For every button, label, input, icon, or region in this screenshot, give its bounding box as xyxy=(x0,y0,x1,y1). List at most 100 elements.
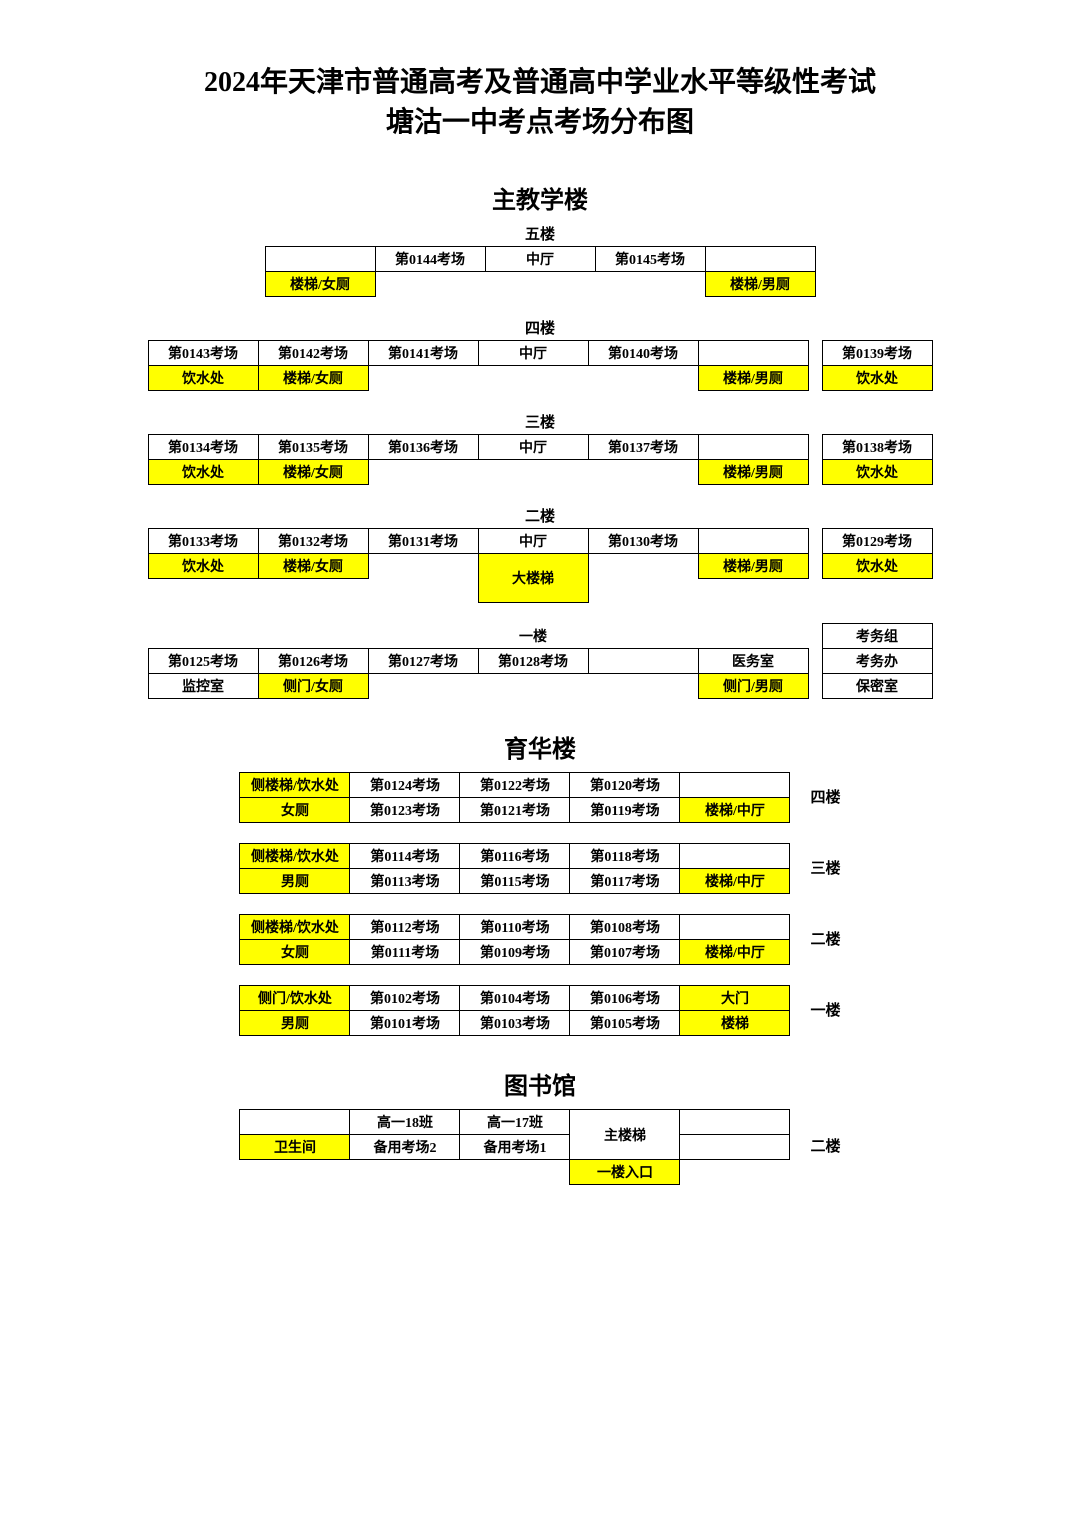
cell: 第0138考场 xyxy=(822,435,932,460)
cell-door: 侧门/女厕 xyxy=(258,674,368,699)
floor5-table: 第0144考场 中厅 第0145考场 楼梯/女厕 楼梯/男厕 xyxy=(265,246,816,297)
cell: 第0133考场 xyxy=(148,529,258,554)
cell: 第0131考场 xyxy=(368,529,478,554)
floor-side-label: 二楼 xyxy=(790,916,840,964)
cell: 男厕 xyxy=(240,869,350,894)
cell: 第0115考场 xyxy=(460,869,570,894)
cell-water: 饮水处 xyxy=(822,460,932,485)
cell: 第0110考场 xyxy=(460,915,570,940)
cell: 第0107考场 xyxy=(570,940,680,965)
cell: 中厅 xyxy=(478,435,588,460)
cell: 备用考场1 xyxy=(460,1135,570,1160)
floor-label: 三楼 xyxy=(100,411,980,432)
cell-stair: 楼梯/女厕 xyxy=(258,554,368,579)
cell: 楼梯/中厅 xyxy=(680,798,790,823)
floor-side-label: 三楼 xyxy=(790,845,840,893)
cell: 第0106考场 xyxy=(570,986,680,1011)
cell: 第0137考场 xyxy=(588,435,698,460)
cell: 第0122考场 xyxy=(460,773,570,798)
cell: 监控室 xyxy=(148,674,258,699)
cell-stair: 楼梯/女厕 xyxy=(258,366,368,391)
floor-side-label: 二楼 xyxy=(790,1123,840,1171)
cell: 第0109考场 xyxy=(460,940,570,965)
cell: 第0101考场 xyxy=(350,1011,460,1036)
cell-water: 饮水处 xyxy=(148,554,258,579)
cell: 高一17班 xyxy=(460,1110,570,1135)
cell: 楼梯/中厅 xyxy=(680,940,790,965)
cell-big-stair: 大楼梯 xyxy=(478,554,588,603)
building-b-floor: 侧楼梯/饮水处第0124考场第0122考场第0120考场女厕第0123考场第01… xyxy=(100,772,980,823)
building-b-floor: 侧楼梯/饮水处第0112考场第0110考场第0108考场女厕第0111考场第01… xyxy=(100,914,980,965)
cell: 侧楼梯/饮水处 xyxy=(240,915,350,940)
cell xyxy=(698,435,808,460)
library-name: 图书馆 xyxy=(100,1066,980,1101)
cell-stair: 楼梯/男厕 xyxy=(705,272,815,297)
cell: 考务办 xyxy=(822,649,932,674)
building-a-floor4: 四楼 第0143考场 第0142考场 第0141考场 中厅 第0140考场 第0… xyxy=(100,317,980,391)
building-a-floor3: 三楼 第0134考场 第0135考场 第0136考场 中厅 第0137考场 第0… xyxy=(100,411,980,485)
cell: 女厕 xyxy=(240,940,350,965)
cell-stair: 楼梯/女厕 xyxy=(258,460,368,485)
cell xyxy=(698,341,808,366)
cell: 考务组 xyxy=(822,624,932,649)
cell: 第0130考场 xyxy=(588,529,698,554)
cell-stair: 楼梯/女厕 xyxy=(265,272,375,297)
cell: 第0123考场 xyxy=(350,798,460,823)
floor-table: 侧楼梯/饮水处第0112考场第0110考场第0108考场女厕第0111考场第01… xyxy=(239,914,790,965)
cell: 第0142考场 xyxy=(258,341,368,366)
building-a-floor2: 二楼 第0133考场 第0132考场 第0131考场 中厅 第0130考场 第0… xyxy=(100,505,980,603)
cell: 第0126考场 xyxy=(258,649,368,674)
building-a-name: 主教学楼 xyxy=(100,180,980,215)
cell-stair: 楼梯/男厕 xyxy=(698,460,808,485)
cell: 男厕 xyxy=(240,1011,350,1036)
cell: 第0119考场 xyxy=(570,798,680,823)
cell-water: 饮水处 xyxy=(822,366,932,391)
cell xyxy=(680,844,790,869)
cell: 中厅 xyxy=(478,341,588,366)
cell: 备用考场2 xyxy=(350,1135,460,1160)
cell xyxy=(680,1135,790,1160)
cell: 第0141考场 xyxy=(368,341,478,366)
cell: 第0135考场 xyxy=(258,435,368,460)
cell xyxy=(265,247,375,272)
building-b-floor: 侧门/饮水处第0102考场第0104考场第0106考场大门男厕第0101考场第0… xyxy=(100,985,980,1036)
floor1-table: 一楼 考务组 第0125考场 第0126考场 第0127考场 第0128考场 医… xyxy=(148,623,933,699)
cell: 第0124考场 xyxy=(350,773,460,798)
floor-table: 侧门/饮水处第0102考场第0104考场第0106考场大门男厕第0101考场第0… xyxy=(239,985,790,1036)
cell xyxy=(240,1110,350,1135)
cell: 第0117考场 xyxy=(570,869,680,894)
floor-side-label: 一楼 xyxy=(790,987,840,1035)
cell: 第0129考场 xyxy=(822,529,932,554)
page-title-line1: 2024年天津市普通高考及普通高中学业水平等级性考试 xyxy=(100,60,980,100)
cell: 第0143考场 xyxy=(148,341,258,366)
cell-stair: 楼梯/男厕 xyxy=(698,366,808,391)
page-title-line2: 塘沽一中考点考场分布图 xyxy=(100,100,980,140)
cell: 保密室 xyxy=(822,674,932,699)
cell: 第0136考场 xyxy=(368,435,478,460)
cell: 第0121考场 xyxy=(460,798,570,823)
cell xyxy=(588,649,698,674)
library-floor: 高一18班 高一17班 主楼梯 卫生间 备用考场2 备用考场1 一楼入口 二 xyxy=(100,1109,980,1185)
cell: 第0113考场 xyxy=(350,869,460,894)
cell: 侧楼梯/饮水处 xyxy=(240,844,350,869)
cell: 第0112考场 xyxy=(350,915,460,940)
building-a-floor5: 五楼 第0144考场 中厅 第0145考场 楼梯/女厕 楼梯/男厕 xyxy=(100,223,980,297)
cell: 高一18班 xyxy=(350,1110,460,1135)
cell: 第0102考场 xyxy=(350,986,460,1011)
cell: 第0104考场 xyxy=(460,986,570,1011)
cell: 第0144考场 xyxy=(375,247,485,272)
cell xyxy=(698,529,808,554)
cell: 第0103考场 xyxy=(460,1011,570,1036)
cell: 第0125考场 xyxy=(148,649,258,674)
cell: 第0128考场 xyxy=(478,649,588,674)
cell: 第0111考场 xyxy=(350,940,460,965)
cell: 第0118考场 xyxy=(570,844,680,869)
cell: 中厅 xyxy=(478,529,588,554)
cell: 侧门/饮水处 xyxy=(240,986,350,1011)
cell: 第0139考场 xyxy=(822,341,932,366)
building-b-name: 育华楼 xyxy=(100,729,980,764)
cell-water: 饮水处 xyxy=(148,460,258,485)
cell-water: 饮水处 xyxy=(822,554,932,579)
floor-label: 二楼 xyxy=(100,505,980,526)
cell: 第0120考场 xyxy=(570,773,680,798)
